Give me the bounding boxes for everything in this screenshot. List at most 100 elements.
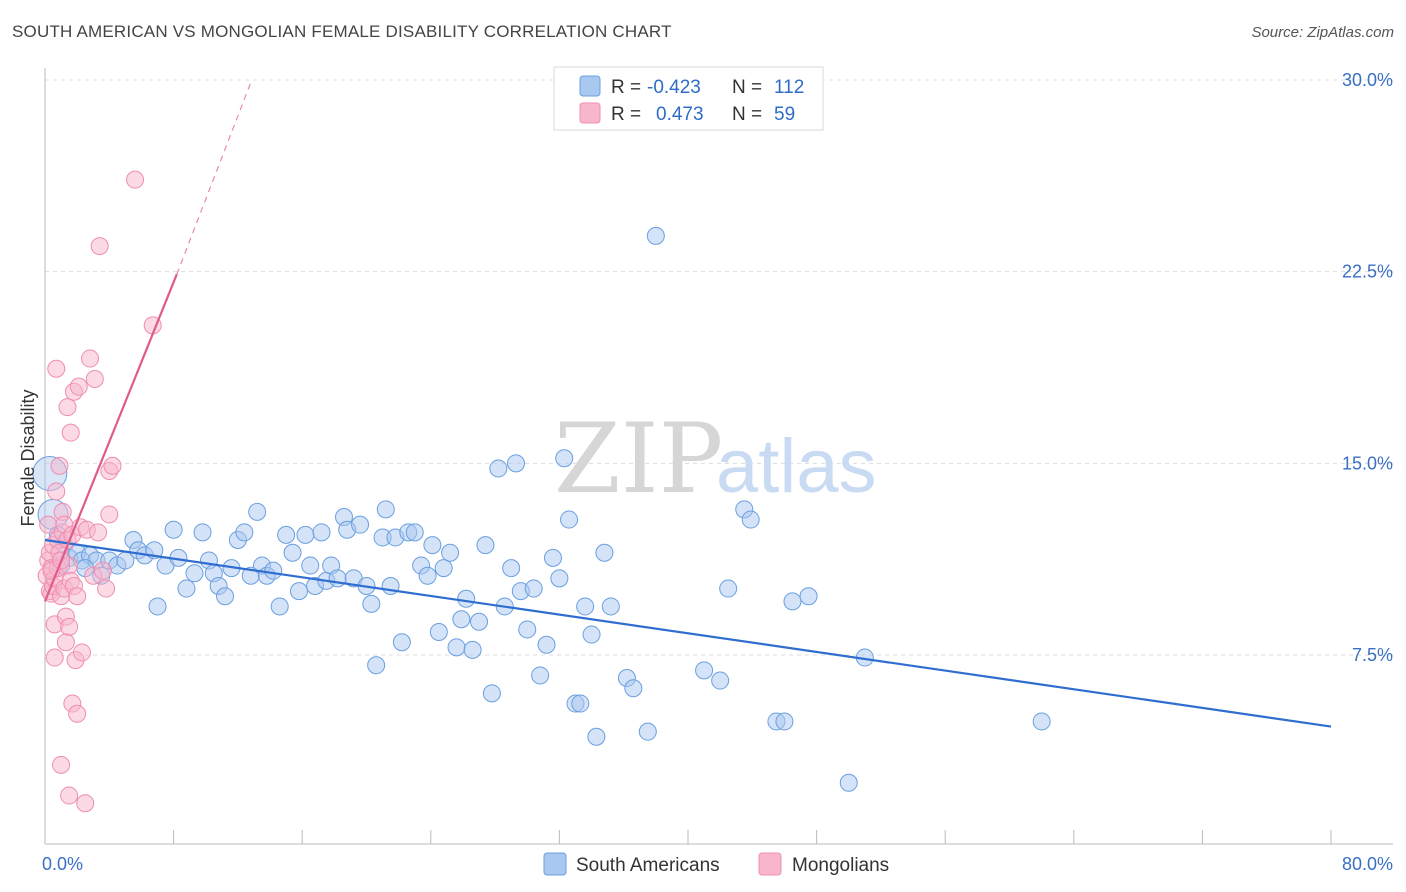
south-americans-point-104 <box>775 712 794 731</box>
legend-swatch-south-americans <box>579 75 601 97</box>
south-americans-point-50 <box>351 515 370 534</box>
trend-line-mongolians-extension <box>176 82 252 275</box>
mongolians-point-54 <box>103 456 122 475</box>
mongolians-point-51 <box>97 579 116 598</box>
mongolians-point-16 <box>50 456 69 475</box>
south-americans-point-98 <box>695 661 714 680</box>
legend-r-value-2: 0.473 <box>656 104 704 125</box>
south-americans-point-92 <box>595 543 614 562</box>
mongolians-point-25 <box>56 633 75 652</box>
gridlines <box>45 79 1393 656</box>
mongolians-point-43 <box>76 794 95 813</box>
mongolians-point-55 <box>126 170 145 189</box>
south-americans-point-91 <box>587 727 606 746</box>
mongolians-point-40 <box>69 377 88 396</box>
south-americans-point-67 <box>447 638 466 657</box>
legend-n-label-1: N = <box>732 77 762 98</box>
y-tick-label-2: 22.5% <box>1342 262 1393 282</box>
south-americans-point-95 <box>624 679 643 698</box>
trend-lines <box>43 82 1332 728</box>
mongolians-point-29 <box>60 617 79 636</box>
south-americans-point-32 <box>248 502 267 521</box>
south-americans-point-60 <box>405 523 424 542</box>
south-americans-point-62 <box>418 566 437 585</box>
south-americans-point-58 <box>392 633 411 652</box>
south-americans-point-102 <box>741 510 760 529</box>
south-americans-point-86 <box>560 510 579 529</box>
south-americans-point-84 <box>550 569 569 588</box>
south-americans-point-37 <box>277 525 296 544</box>
south-americans-point-90 <box>582 625 601 644</box>
south-americans-point-66 <box>441 543 460 562</box>
mongolians-point-19 <box>52 755 71 774</box>
mongolians-point-12 <box>47 359 66 378</box>
south-americans-point-93 <box>601 597 620 616</box>
mongolians-point-39 <box>68 704 87 723</box>
south-americans-point-23 <box>193 523 212 542</box>
series-south-americans-points <box>32 226 1051 792</box>
south-americans-point-38 <box>283 543 302 562</box>
south-americans-point-30 <box>235 523 254 542</box>
south-americans-point-100 <box>719 579 738 598</box>
south-americans-point-79 <box>518 620 537 639</box>
south-americans-point-17 <box>148 597 167 616</box>
south-americans-point-96 <box>638 722 657 741</box>
x-tick-label-0: 0.0% <box>42 854 83 874</box>
chart-title: SOUTH AMERICAN VS MONGOLIAN FEMALE DISAB… <box>12 22 672 41</box>
x-tick-label-1: 80.0% <box>1342 854 1393 874</box>
south-americans-point-77 <box>506 454 525 473</box>
mongolians-point-31 <box>61 423 80 442</box>
mongolians-point-10 <box>45 648 64 667</box>
south-americans-point-70 <box>463 640 482 659</box>
south-americans-point-89 <box>576 597 595 616</box>
mongolians-point-45 <box>81 349 100 368</box>
mongolians-point-26 <box>58 398 77 417</box>
south-americans-point-52 <box>362 594 381 613</box>
legend-swatch-mongolians <box>579 102 601 124</box>
mongolians-point-42 <box>72 643 91 662</box>
south-americans-point-36 <box>270 597 289 616</box>
south-americans-point-82 <box>537 635 556 654</box>
south-americans-point-71 <box>470 612 489 631</box>
legend-n-value-1: 112 <box>774 77 804 98</box>
south-americans-point-105 <box>783 592 802 611</box>
trend-line-mongolians <box>43 273 178 602</box>
south-americans-point-97 <box>646 226 665 245</box>
south-americans-point-88 <box>571 694 590 713</box>
south-americans-point-68 <box>452 610 471 629</box>
legend-top: R = -0.423 N = 112 R = 0.473 N = 59 <box>553 66 824 131</box>
south-americans-point-76 <box>502 559 521 578</box>
watermark: ZIP atlas <box>554 403 877 515</box>
south-americans-point-41 <box>301 556 320 575</box>
legend-n-label-2: N = <box>732 104 762 125</box>
south-americans-point-55 <box>376 500 395 519</box>
series-mongolians-points <box>37 170 162 813</box>
south-americans-point-22 <box>185 564 204 583</box>
south-americans-point-106 <box>799 587 818 606</box>
mongolians-point-48 <box>89 523 108 542</box>
bottom-legend-label-mongolians: Mongolians <box>792 855 889 876</box>
y-tick-label-1: 15.0% <box>1342 453 1393 473</box>
mongolians-point-49 <box>90 237 109 256</box>
south-americans-point-72 <box>476 536 495 555</box>
south-americans-point-21 <box>177 579 196 598</box>
south-americans-point-53 <box>367 656 386 675</box>
bottom-legend-swatch-south-americans <box>543 852 567 876</box>
south-americans-point-63 <box>423 536 442 555</box>
south-americans-point-99 <box>711 671 730 690</box>
watermark-atlas: atlas <box>716 424 877 509</box>
legend-r-label-2: R = <box>611 104 641 125</box>
mongolians-point-38 <box>68 587 87 606</box>
south-americans-point-74 <box>489 459 508 478</box>
south-americans-point-81 <box>531 666 550 685</box>
south-americans-point-69 <box>457 589 476 608</box>
south-americans-point-109 <box>1032 712 1051 731</box>
bottom-legend-label-south-americans: South Americans <box>576 855 720 876</box>
mongolians-point-50 <box>93 561 112 580</box>
legend-r-value-1: -0.423 <box>647 77 701 98</box>
legend-n-value-2: 59 <box>774 104 795 125</box>
legend-r-label-1: R = <box>611 77 641 98</box>
mongolians-point-13 <box>47 482 66 501</box>
south-americans-point-107 <box>839 773 858 792</box>
